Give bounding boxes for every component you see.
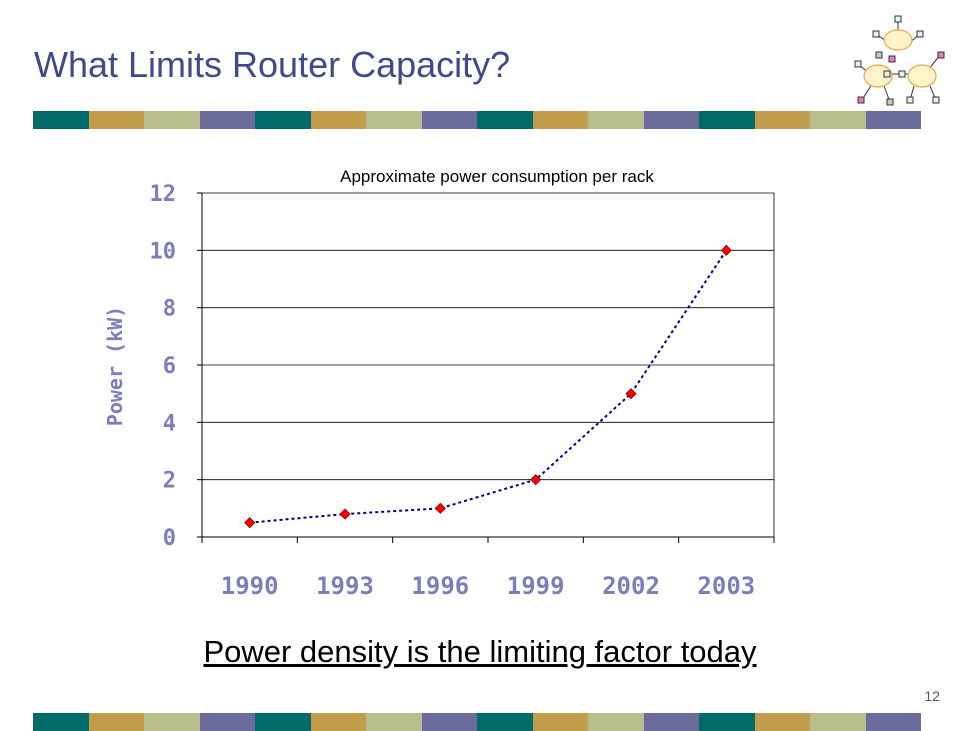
stripe-segment: [199, 111, 255, 129]
top-stripe: [33, 111, 921, 129]
stripe-segment: [33, 111, 89, 129]
stripe-segment: [144, 111, 200, 129]
x-tick-label: 1999: [507, 572, 565, 600]
y-tick-label: 12: [150, 182, 177, 207]
stripe-segment: [532, 111, 588, 129]
x-tick-label: 2003: [697, 572, 755, 600]
y-tick-label: 10: [150, 239, 177, 264]
y-tick-label: 6: [163, 354, 176, 379]
stripe-segment: [477, 111, 533, 129]
series-line: [249, 249, 728, 524]
y-tick-label: 2: [163, 469, 176, 494]
data-point: [244, 517, 256, 529]
y-axis-label: Power (kW): [103, 306, 127, 426]
stripe-segment: [421, 111, 477, 129]
stripe-segment: [88, 111, 144, 129]
data-point: [530, 474, 542, 486]
x-tick-label: 2002: [602, 572, 660, 600]
x-tick-label: 1990: [221, 572, 279, 600]
x-tick-label: 1996: [411, 572, 469, 600]
stripe-segment: [865, 111, 921, 129]
stripe-segment: [366, 111, 422, 129]
stripe-segment: [255, 111, 311, 129]
slide-caption: Power density is the limiting factor tod…: [203, 634, 757, 669]
data-point: [339, 508, 351, 520]
chart-title: Approximate power consumption per rack: [340, 167, 654, 186]
stripe-segment: [810, 111, 866, 129]
page-number: 12: [924, 688, 940, 704]
stripe-segment: [754, 111, 810, 129]
y-tick-label: 4: [163, 411, 176, 436]
stripe-segment: [588, 111, 644, 129]
data-point: [434, 502, 446, 514]
y-tick-label: 8: [163, 297, 176, 322]
stripe-segment: [699, 111, 755, 129]
network-cloud-icon: [854, 15, 945, 106]
data-point: [720, 244, 732, 256]
y-tick-label: 0: [163, 526, 176, 551]
slide-title: What Limits Router Capacity?: [34, 44, 511, 85]
stripe-segment: [310, 111, 366, 129]
x-tick-label: 1993: [316, 572, 374, 600]
data-point: [625, 388, 637, 400]
stripe-segment: [643, 111, 699, 129]
